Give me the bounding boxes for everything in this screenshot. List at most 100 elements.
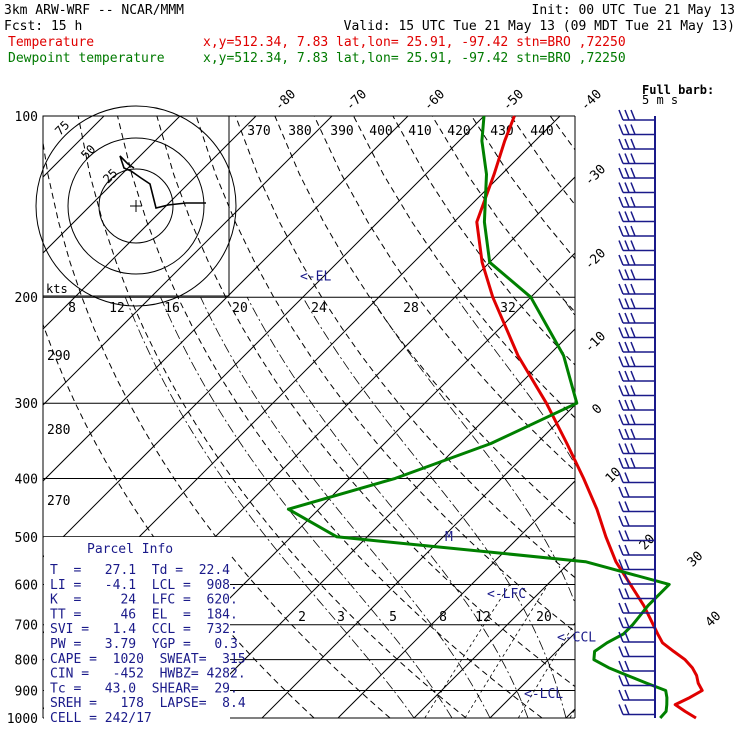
dry-adiabat-line	[590, 116, 740, 718]
wind-barb-flag	[618, 544, 624, 556]
speed-axis-label: 8	[68, 301, 76, 316]
wind-barb-flag	[618, 312, 624, 324]
wind-barb-flag	[630, 327, 636, 338]
mixing-ratio-label: 2	[298, 610, 306, 625]
isotherm-label: 30	[685, 549, 707, 571]
wind-barb-flag	[618, 457, 624, 469]
pressure-tick-label: 900	[15, 684, 38, 699]
isotherm-label: 40	[703, 609, 725, 631]
level-marker-label: <-LFC	[487, 587, 526, 602]
wind-barb-flag	[618, 109, 624, 121]
isotherm-label: 10	[603, 465, 625, 487]
wind-barb-flag	[624, 312, 630, 324]
temperature-legend-label: Temperature	[8, 35, 94, 50]
dewpoint-legend-label: Dewpoint temperature	[8, 51, 165, 66]
mixing-ratio-label: 5	[389, 610, 397, 625]
wind-barb-flag	[624, 414, 630, 425]
wind-barb-flag	[630, 182, 636, 193]
wind-barb-flag	[624, 124, 630, 135]
wind-barb-flag	[618, 617, 624, 628]
speed-axis-label: 24	[311, 301, 327, 316]
wind-barb-flag	[624, 153, 630, 164]
speed-axis-label: 28	[403, 301, 419, 316]
parcel-info-row: T = 27.1 Td = 22.4	[50, 563, 230, 578]
dewpoint-legend-info: x,y=512.34, 7.83 lat,lon= 25.91, -97.42 …	[203, 51, 626, 66]
wind-barb-flag	[618, 240, 624, 251]
wind-barb-flag	[630, 138, 636, 150]
isotherm-line	[642, 116, 740, 718]
wind-barb-flag	[624, 631, 630, 643]
theta-label: 400	[369, 124, 392, 139]
wind-barb-flag	[630, 240, 636, 251]
isotherm-label: -70	[343, 87, 370, 114]
wind-barb-flag	[624, 211, 630, 222]
forecast-hour: Fcst: 15 h	[4, 19, 82, 34]
level-marker-label: <-LCL	[524, 687, 563, 702]
mixing-ratio-label: 20	[536, 610, 552, 625]
hodograph-ring	[67, 137, 205, 275]
isotherm-line	[413, 556, 575, 719]
wind-barb-flag	[624, 602, 630, 614]
wind-barb-flag	[624, 559, 630, 570]
parcel-info-row: SREH = 178 LAPSE= 8.4	[50, 696, 246, 711]
mixing-ratio-line	[569, 708, 575, 719]
wind-barb-flag	[618, 530, 624, 541]
wind-barb-flag	[630, 399, 636, 411]
wind-barb-flag	[624, 704, 630, 715]
wind-barb-flag	[624, 109, 630, 121]
mixing-ratio-label: 12	[475, 610, 491, 625]
wind-barb-flag	[624, 530, 630, 541]
parcel-info-row: CELL = 242/17	[50, 711, 152, 726]
sounding-traces	[286, 115, 704, 720]
speed-axis-label: 16	[164, 301, 180, 316]
moist-adiabat-line	[200, 297, 491, 719]
theta-label: 390	[330, 124, 353, 139]
wind-barb-flag	[618, 675, 624, 686]
pressure-tick-label: 200	[15, 291, 38, 306]
wind-barb-flag	[618, 385, 624, 396]
isotherm-line	[489, 632, 575, 719]
wind-barb-flag	[618, 153, 624, 164]
model-title: 3km ARW-WRF -- NCAR/MMM	[4, 3, 184, 18]
dry-adiabat-line	[668, 116, 740, 718]
level-marker-label: <-EL	[300, 269, 331, 284]
wind-barb-flag	[624, 399, 630, 411]
isotherm-label: -50	[500, 87, 527, 114]
isotherm-label: -30	[582, 162, 609, 189]
wind-barb-flag	[618, 225, 624, 237]
wind-barb-flag	[624, 167, 630, 179]
isotherm-label: 0	[589, 401, 605, 417]
isotherm-line	[337, 480, 575, 719]
wind-barb-flag	[630, 341, 636, 353]
isotherm-line	[43, 116, 181, 254]
dry-adiabat-line	[195, 116, 575, 633]
wind-barb-flag	[618, 559, 624, 570]
pressure-tick-label: 700	[15, 619, 38, 634]
wind-barb-flag	[630, 109, 636, 121]
wind-profile: Full barb:5 m s	[618, 83, 714, 718]
level-marker-label: <-CCL	[557, 630, 596, 645]
wind-barb-flag	[618, 646, 624, 657]
wind-barb-flag	[630, 153, 636, 164]
isotherm-label: -80	[272, 87, 299, 114]
wind-barb-flag	[630, 385, 636, 396]
wind-barb-flag	[618, 660, 624, 672]
wind-barb-flag	[624, 457, 630, 469]
wind-barb-flag	[624, 588, 630, 599]
wind-barb-flag	[618, 472, 624, 483]
isotherm-line	[185, 328, 575, 719]
parcel-info-row: CAPE = 1020 SWEAT= 315	[50, 652, 246, 667]
wind-barb-flag	[624, 269, 630, 280]
wind-barb-flag	[624, 385, 630, 396]
wind-barb-flag	[618, 283, 624, 295]
parcel-info-row: LI = -4.1 LCL = 908.	[50, 578, 238, 593]
wind-barb-flag	[630, 124, 636, 135]
wind-barb-flag	[630, 269, 636, 280]
level-markers: <-EL <-LFC <-CCL <-LCL M	[300, 269, 596, 701]
isotherm-line	[718, 116, 740, 718]
pressure-tick-label: 300	[15, 397, 38, 412]
theta-left-label: 280	[47, 423, 70, 438]
m-marker: M	[445, 530, 453, 545]
